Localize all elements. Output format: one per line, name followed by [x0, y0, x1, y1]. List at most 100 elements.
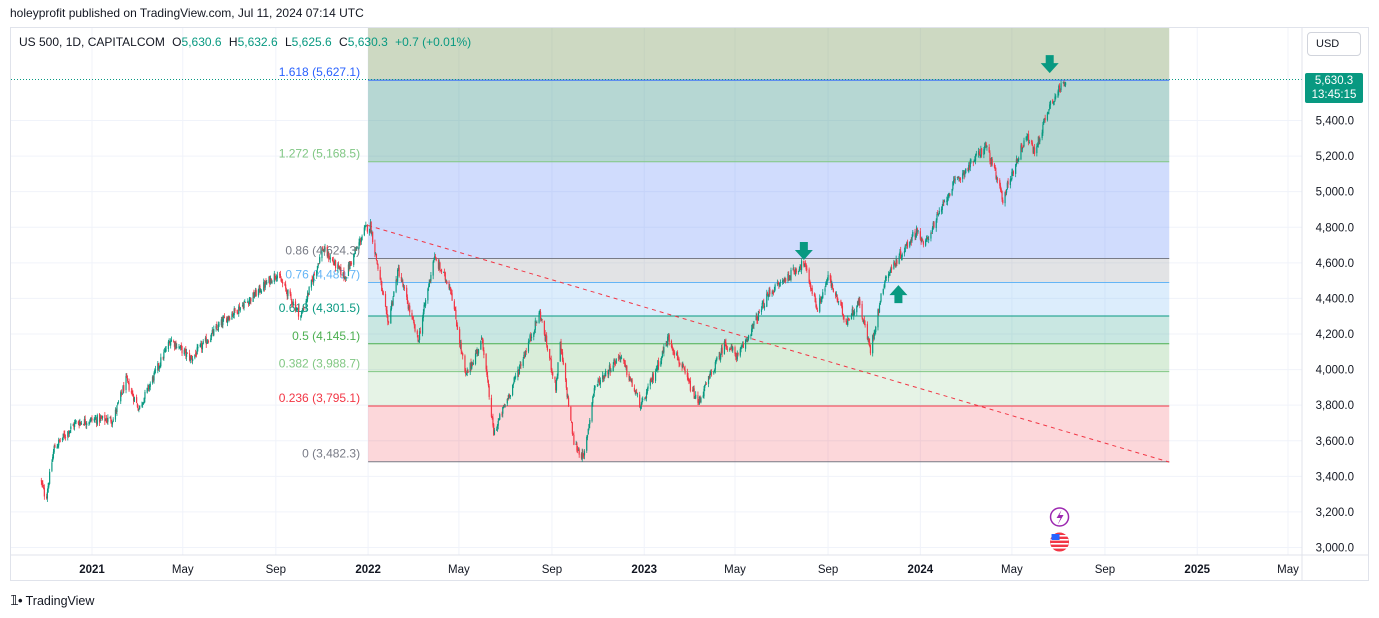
candle-body: [905, 244, 907, 246]
candle-body: [275, 276, 277, 279]
candle-body: [533, 330, 536, 333]
candle-body: [704, 384, 706, 388]
candle-body: [1041, 132, 1043, 138]
candle-body: [450, 291, 452, 294]
candle-body: [625, 366, 627, 367]
candle-body: [337, 264, 339, 270]
candle-body: [554, 376, 556, 380]
candle-body: [284, 284, 286, 285]
candle-body: [530, 335, 532, 339]
candle-body: [628, 374, 630, 381]
candle-body: [927, 237, 929, 240]
candle-body: [64, 437, 67, 438]
candle-body: [604, 375, 606, 378]
candle-body: [582, 453, 584, 455]
candle-body: [141, 404, 143, 406]
candle-body: [639, 407, 642, 409]
candle-body: [850, 313, 853, 320]
candle-body: [59, 440, 61, 442]
candle-body: [916, 228, 918, 233]
candle-body: [226, 318, 228, 323]
candle-body: [708, 376, 710, 379]
candle-body: [79, 421, 81, 425]
candle-body: [1012, 171, 1014, 174]
candle-body: [139, 405, 141, 410]
candle-body: [121, 393, 123, 395]
candle-body: [989, 152, 991, 162]
candle-body: [437, 259, 440, 269]
candle-body: [332, 260, 334, 263]
candle-body: [984, 146, 986, 151]
us-flag-icon: [1049, 531, 1071, 553]
candle-body: [94, 418, 96, 420]
candle-body: [747, 338, 749, 340]
candle-body: [940, 209, 943, 212]
candle-body: [453, 301, 455, 310]
candle-body: [1046, 112, 1049, 120]
currency-button[interactable]: USD: [1307, 32, 1361, 56]
fib-level-label: 0.618 (4,301.5): [279, 301, 360, 315]
candle-body: [592, 396, 594, 404]
candle-body: [797, 271, 800, 272]
candle-body: [782, 279, 785, 282]
candle-body: [158, 366, 160, 369]
candle-body: [919, 231, 921, 240]
chart-frame: [10, 27, 1369, 581]
candle-body: [206, 342, 208, 344]
candle-body: [840, 300, 842, 306]
candle-body: [375, 253, 377, 255]
candle-body: [953, 179, 955, 181]
candle-body: [123, 385, 125, 391]
candle-body: [822, 292, 824, 299]
publisher-line: holeyprofit published on TradingView.com…: [10, 6, 364, 20]
candle-body: [699, 397, 701, 402]
candle-body: [898, 255, 900, 264]
fibonacci-extension[interactable]: 1.618 (5,627.1)1.272 (5,168.5)0.86 (4,62…: [279, 28, 1170, 463]
candle-body: [999, 180, 1001, 186]
candle-body: [649, 379, 651, 386]
candle-body: [305, 301, 307, 309]
candle-body: [921, 240, 923, 242]
candle-body: [1030, 140, 1033, 142]
candle-body: [887, 273, 890, 278]
candle-body: [488, 385, 490, 397]
candle-body: [598, 379, 600, 381]
candle-body: [564, 363, 567, 380]
price-axis-label: 4,600.0: [1316, 258, 1354, 270]
candle-body: [978, 151, 980, 156]
symbol-legend[interactable]: US 500, 1D, CAPITALCOM O5,630.6 H5,632.6…: [19, 35, 471, 49]
candle-body: [943, 201, 946, 203]
candle-body: [369, 228, 371, 233]
candle-body: [89, 418, 92, 422]
candle-body: [959, 178, 962, 181]
candle-body: [411, 312, 413, 317]
candle-body: [618, 356, 620, 358]
candle-body: [1017, 159, 1019, 162]
candle-body: [285, 284, 287, 289]
candle-body: [173, 340, 175, 342]
candle-body: [380, 278, 382, 283]
tradingview-brand[interactable]: 𝟙• TradingView: [10, 593, 94, 609]
candle-body: [1025, 136, 1027, 141]
candle-body: [49, 471, 51, 484]
grid: [11, 28, 1302, 555]
candle-body: [715, 359, 717, 363]
candle-body: [977, 151, 980, 155]
candle-body: [338, 264, 340, 266]
candle-body: [613, 359, 615, 365]
candle-body: [729, 349, 731, 350]
candle-body: [756, 315, 758, 321]
high-value: 5,632.6: [237, 35, 278, 49]
candle-body: [704, 383, 707, 385]
candle-body: [539, 311, 542, 320]
candle-body: [734, 347, 736, 355]
candle-body: [512, 384, 514, 396]
candle-body: [345, 276, 347, 279]
candle-body: [654, 372, 657, 381]
candle-body: [710, 372, 712, 373]
trendline-group[interactable]: [367, 224, 1170, 463]
price-axis-label: 5,000.0: [1316, 187, 1354, 199]
candle-body: [581, 451, 583, 460]
candle-body: [645, 396, 647, 399]
